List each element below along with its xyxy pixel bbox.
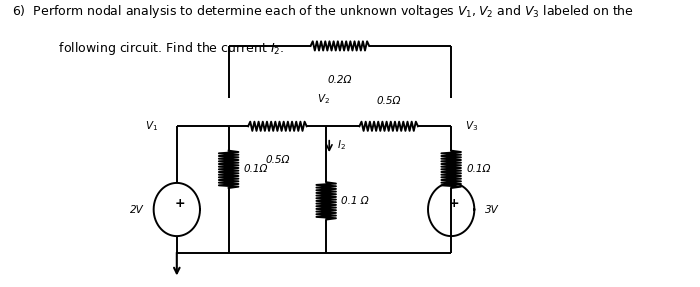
Text: 0.5Ω: 0.5Ω xyxy=(265,155,290,165)
Text: 0.1 Ω: 0.1 Ω xyxy=(342,196,369,206)
Text: 2V: 2V xyxy=(130,205,144,214)
Text: $V_1$: $V_1$ xyxy=(146,119,158,133)
Text: +: + xyxy=(174,197,186,210)
Text: 3V: 3V xyxy=(484,205,498,214)
Text: following circuit. Find the current $I_2$.: following circuit. Find the current $I_2… xyxy=(43,40,284,57)
Text: $V_3$: $V_3$ xyxy=(465,119,478,133)
Text: 0.1Ω: 0.1Ω xyxy=(244,164,268,174)
Text: 0.2Ω: 0.2Ω xyxy=(328,75,352,85)
Text: $V_2$: $V_2$ xyxy=(316,92,330,106)
Text: $I_2$: $I_2$ xyxy=(337,138,346,152)
Text: +: + xyxy=(449,197,459,210)
Text: 0.1Ω: 0.1Ω xyxy=(466,164,491,174)
Text: 0.5Ω: 0.5Ω xyxy=(377,96,401,106)
Text: 6)  Perform nodal analysis to determine each of the unknown voltages $V_1,V_2$ a: 6) Perform nodal analysis to determine e… xyxy=(12,3,634,20)
